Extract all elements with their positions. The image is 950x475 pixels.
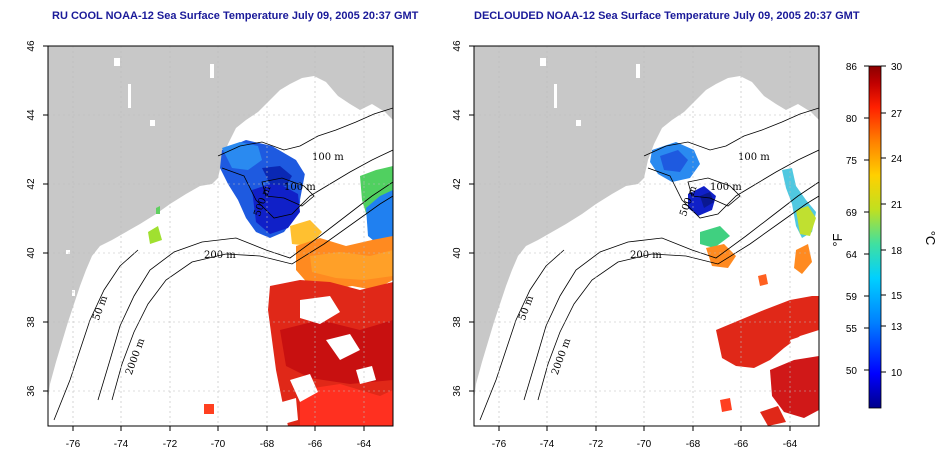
- y-tick-label: 36: [26, 385, 37, 397]
- x-tick-label: -76: [492, 439, 507, 450]
- x-tick-label: -76: [66, 439, 81, 450]
- c-tick-label: 21: [891, 200, 903, 211]
- y-tick-label: 42: [26, 178, 37, 190]
- right-gridlines: [474, 46, 819, 426]
- f-tick-label: 80: [846, 114, 858, 125]
- left-inland-water: [66, 58, 214, 296]
- x-tick-label: -68: [260, 439, 275, 450]
- right-depth-contours: [479, 107, 819, 421]
- depth-label: 100 m: [312, 152, 344, 163]
- left-y-tick-labels: 46 44 42 40 38 36: [26, 40, 37, 397]
- y-tick-label: 46: [452, 40, 463, 52]
- y-tick-label: 44: [26, 109, 37, 121]
- right-sst-field: [650, 142, 819, 426]
- celsius-unit-label: °C: [923, 231, 938, 246]
- y-tick-label: 38: [452, 316, 463, 328]
- left-map-panel: 100 m 100 m 500 m 200 m 50 m 2000 m: [26, 40, 394, 450]
- y-tick-label: 40: [26, 247, 37, 259]
- f-tick-label: 50: [846, 366, 858, 377]
- x-tick-label: -72: [163, 439, 178, 450]
- y-tick-label: 36: [452, 385, 463, 397]
- left-land: [48, 46, 393, 400]
- c-tick-label: 27: [891, 109, 903, 120]
- left-sst-field: [148, 140, 393, 426]
- y-tick-label: 44: [452, 109, 463, 121]
- right-y-tick-labels: 46 44 42 40 38 36: [452, 40, 463, 397]
- f-tick-label: 55: [846, 324, 858, 335]
- left-map-title: RU COOL NOAA-12 Sea Surface Temperature …: [52, 10, 419, 22]
- x-tick-label: -74: [114, 439, 129, 450]
- x-tick-label: -72: [589, 439, 604, 450]
- fahrenheit-unit-label: °F: [830, 233, 845, 246]
- x-tick-label: -66: [734, 439, 749, 450]
- y-tick-label: 38: [26, 316, 37, 328]
- y-tick-label: 42: [452, 178, 463, 190]
- y-tick-label: 46: [26, 40, 37, 52]
- depth-label: 200 m: [204, 250, 236, 261]
- right-map-title: DECLOUDED NOAA-12 Sea Surface Temperatur…: [474, 10, 860, 22]
- c-tick-label: 15: [891, 291, 903, 302]
- c-tick-label: 18: [891, 246, 903, 257]
- x-tick-label: -74: [540, 439, 555, 450]
- colorbar: 86 80 75 69 64 59 55 50 30 27 24 21 18 1…: [830, 62, 938, 409]
- right-x-tick-labels: -76 -74 -72 -70 -68 -66 -64: [492, 439, 798, 450]
- x-tick-label: -70: [211, 439, 226, 450]
- f-tick-label: 64: [846, 250, 858, 261]
- f-tick-label: 59: [846, 292, 858, 303]
- f-tick-label: 86: [846, 62, 858, 73]
- left-x-tick-labels: -76 -74 -72 -70 -68 -66 -64: [66, 439, 372, 450]
- depth-label: 100 m: [738, 152, 770, 163]
- c-tick-label: 24: [891, 154, 903, 165]
- x-tick-label: -68: [686, 439, 701, 450]
- x-tick-label: -66: [308, 439, 323, 450]
- x-tick-label: -64: [357, 439, 372, 450]
- f-tick-label: 75: [846, 156, 858, 167]
- right-land: [474, 46, 819, 400]
- y-tick-label: 40: [452, 247, 463, 259]
- right-map-panel: 100 m 100 m 500 m 200 m 50 m 2000 m: [452, 40, 820, 450]
- x-tick-label: -70: [637, 439, 652, 450]
- colorbar-gradient: [868, 65, 882, 409]
- c-tick-label: 13: [891, 322, 903, 333]
- f-tick-label: 69: [846, 208, 858, 219]
- fahrenheit-ticks: 86 80 75 69 64 59 55 50: [846, 62, 858, 377]
- depth-label: 100 m: [284, 182, 316, 193]
- depth-label: 200 m: [630, 250, 662, 261]
- c-tick-label: 30: [891, 62, 903, 73]
- depth-label: 100 m: [710, 182, 742, 193]
- c-tick-label: 10: [891, 368, 903, 379]
- celsius-ticks: 30 27 24 21 18 15 13 10: [891, 62, 903, 379]
- right-inland-water: [540, 58, 640, 126]
- x-tick-label: -64: [783, 439, 798, 450]
- left-gridlines: [48, 46, 393, 426]
- left-depth-contours: [53, 107, 393, 421]
